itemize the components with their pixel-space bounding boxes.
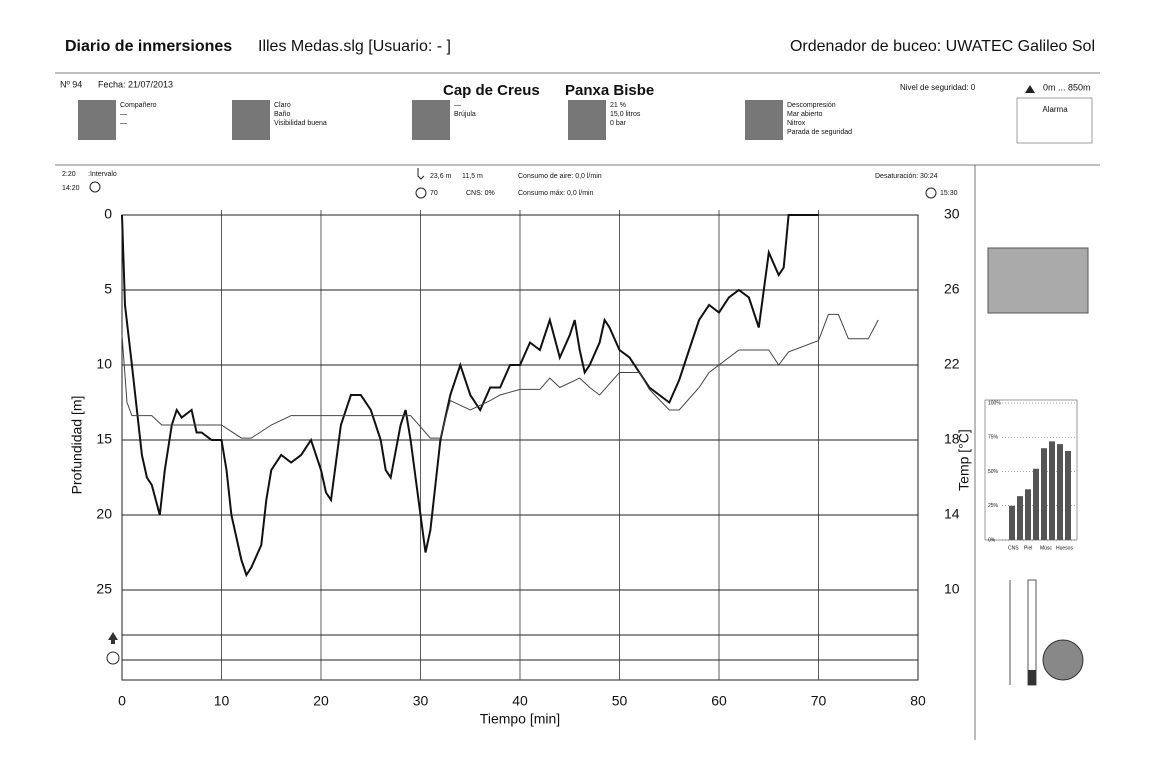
computer: Ordenador de buceo: UWATEC Galileo Sol [790, 38, 1095, 55]
y-tick-label: 100% [988, 400, 1001, 406]
stat: 15:30 [940, 190, 958, 197]
stat: Consumo máx: 0,0 l/min [518, 190, 594, 197]
info-text: Claro [274, 102, 291, 109]
info-text: Descompresión [787, 102, 836, 109]
y2-tick-label: 14 [944, 506, 960, 522]
x-tick-label: 10 [214, 693, 230, 709]
ascent-icon [108, 632, 118, 644]
clock-icon [925, 187, 937, 199]
info-text: Compañero [120, 102, 157, 109]
stat: 23,6 m [430, 173, 452, 180]
alarm-box [1016, 97, 1093, 144]
clock-icon [89, 181, 101, 193]
x-tick-label: 0 [118, 693, 126, 709]
bar [1049, 441, 1055, 540]
x-tick-label: 40 [512, 693, 528, 709]
alarm: Alarma [1042, 105, 1068, 114]
site: Cap de Creus [443, 82, 540, 99]
info-text: — [454, 102, 461, 109]
info-text: 0 bar [610, 120, 627, 127]
stat: 2:20 [62, 171, 76, 178]
info-icon [412, 100, 450, 140]
x-tick-label: Piel [1024, 545, 1032, 551]
y-tick-label: 75% [988, 435, 999, 441]
x-tick-label: CNS [1008, 545, 1019, 551]
clock-icon [106, 651, 120, 665]
altitude: 0m ... 850m [1043, 82, 1091, 92]
dive-date: Fecha: 21/07/2013 [98, 79, 173, 89]
altitude-icon [1025, 85, 1035, 93]
x-tick-label: 60 [711, 693, 727, 709]
x-tick-label: Músc [1040, 545, 1052, 551]
stat: 30:24 [920, 173, 938, 180]
gauge-bar [1028, 670, 1036, 685]
y-tick-label: 5 [104, 281, 112, 297]
y-tick-label: 10 [96, 356, 112, 372]
info-icon [568, 100, 606, 140]
series-line [121, 313, 879, 439]
x-tick-label: 30 [413, 693, 429, 709]
info-icon [78, 100, 116, 140]
bar [1065, 450, 1071, 540]
y2-tick-label: 26 [944, 281, 960, 297]
info-text: 15,0 litros [610, 111, 641, 118]
safety-level: Nivel de seguridad: 0 [900, 83, 976, 92]
info-icon [745, 100, 783, 140]
stat: :Intervalo [88, 171, 117, 178]
info-text: Brújula [454, 111, 476, 118]
info-text: 21 % [610, 102, 626, 109]
stat: Consumo de aire: 0,0 l/min [518, 173, 602, 180]
gauge-box [987, 247, 1089, 314]
stat: 11,5 m [462, 173, 483, 180]
y2-tick-label: 22 [944, 356, 960, 372]
title: Diario de inmersiones [65, 38, 232, 55]
info-text: — [120, 120, 127, 127]
y-tick-label: 20 [96, 506, 112, 522]
info-icon [232, 100, 270, 140]
bar [1041, 448, 1047, 540]
bar [1033, 468, 1039, 540]
bar [1017, 496, 1023, 540]
x-axis-label: Tiempo [min] [480, 711, 560, 727]
clock-icon [415, 187, 427, 199]
y-tick-label: 15 [96, 431, 112, 447]
site: Panxa Bisbe [565, 82, 654, 99]
info-text: — [120, 111, 127, 118]
x-tick-label: 70 [811, 693, 827, 709]
stat: CNS: 0% [466, 190, 495, 197]
x-tick-label: 20 [313, 693, 329, 709]
bar [1009, 505, 1015, 540]
y-tick-label: 25 [96, 581, 112, 597]
y2-tick-label: 18 [944, 431, 960, 447]
file-name: Illes Medas.slg [Usuario: - ] [258, 38, 451, 55]
y-tick-label: 0 [104, 206, 112, 222]
depth-icon [417, 168, 425, 180]
y2-tick-label: 30 [944, 206, 960, 222]
info-text: Baño [274, 111, 290, 118]
series-line [121, 214, 819, 578]
y-tick-label: 25% [988, 503, 999, 509]
bar [1057, 444, 1063, 540]
info-text: Nitrox [787, 120, 806, 127]
x-tick-label: 80 [910, 693, 926, 709]
x-tick-label: Huesos [1056, 545, 1073, 551]
y-tick-label: 50% [988, 469, 999, 475]
stats: 2:20 :Intervalo 14:20 23,6 m 11,5 m Cons… [62, 168, 958, 199]
stat: Desaturación: [875, 173, 918, 180]
y2-axis-label: Temp [°C] [956, 429, 972, 491]
info-text: Parada de seguridad [787, 129, 852, 136]
y-tick-label: 0% [988, 537, 996, 543]
bar [1025, 489, 1031, 540]
info-text: Mar abierto [787, 111, 823, 118]
gauge-bar [1027, 579, 1037, 686]
stat: 14:20 [62, 185, 80, 192]
x-tick-label: 50 [612, 693, 628, 709]
compass-icon [1042, 639, 1084, 681]
dive-number: Nº 94 [60, 79, 82, 89]
info-text: Visibilidad buena [274, 120, 327, 127]
y2-tick-label: 10 [944, 581, 960, 597]
stat: 70 [430, 190, 438, 197]
y-axis-label: Profundidad [m] [69, 396, 85, 495]
